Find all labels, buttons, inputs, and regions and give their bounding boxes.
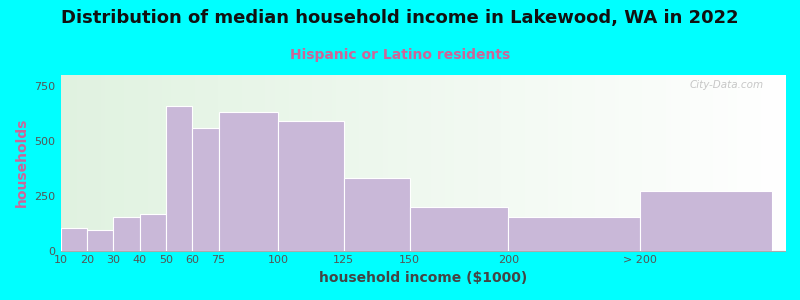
Bar: [344, 178, 410, 250]
Bar: [61, 227, 87, 250]
Text: Distribution of median household income in Lakewood, WA in 2022: Distribution of median household income …: [61, 9, 739, 27]
Bar: [139, 214, 166, 250]
Bar: [410, 207, 508, 250]
Text: Hispanic or Latino residents: Hispanic or Latino residents: [290, 48, 510, 62]
Bar: [192, 128, 218, 250]
Bar: [640, 191, 772, 250]
Bar: [166, 106, 192, 250]
Bar: [87, 230, 114, 250]
Bar: [278, 121, 344, 250]
Bar: [218, 112, 278, 250]
Y-axis label: households: households: [15, 118, 29, 208]
Bar: [508, 217, 640, 250]
Bar: [114, 217, 139, 250]
X-axis label: household income ($1000): household income ($1000): [318, 271, 527, 285]
Text: City-Data.com: City-Data.com: [689, 80, 763, 90]
